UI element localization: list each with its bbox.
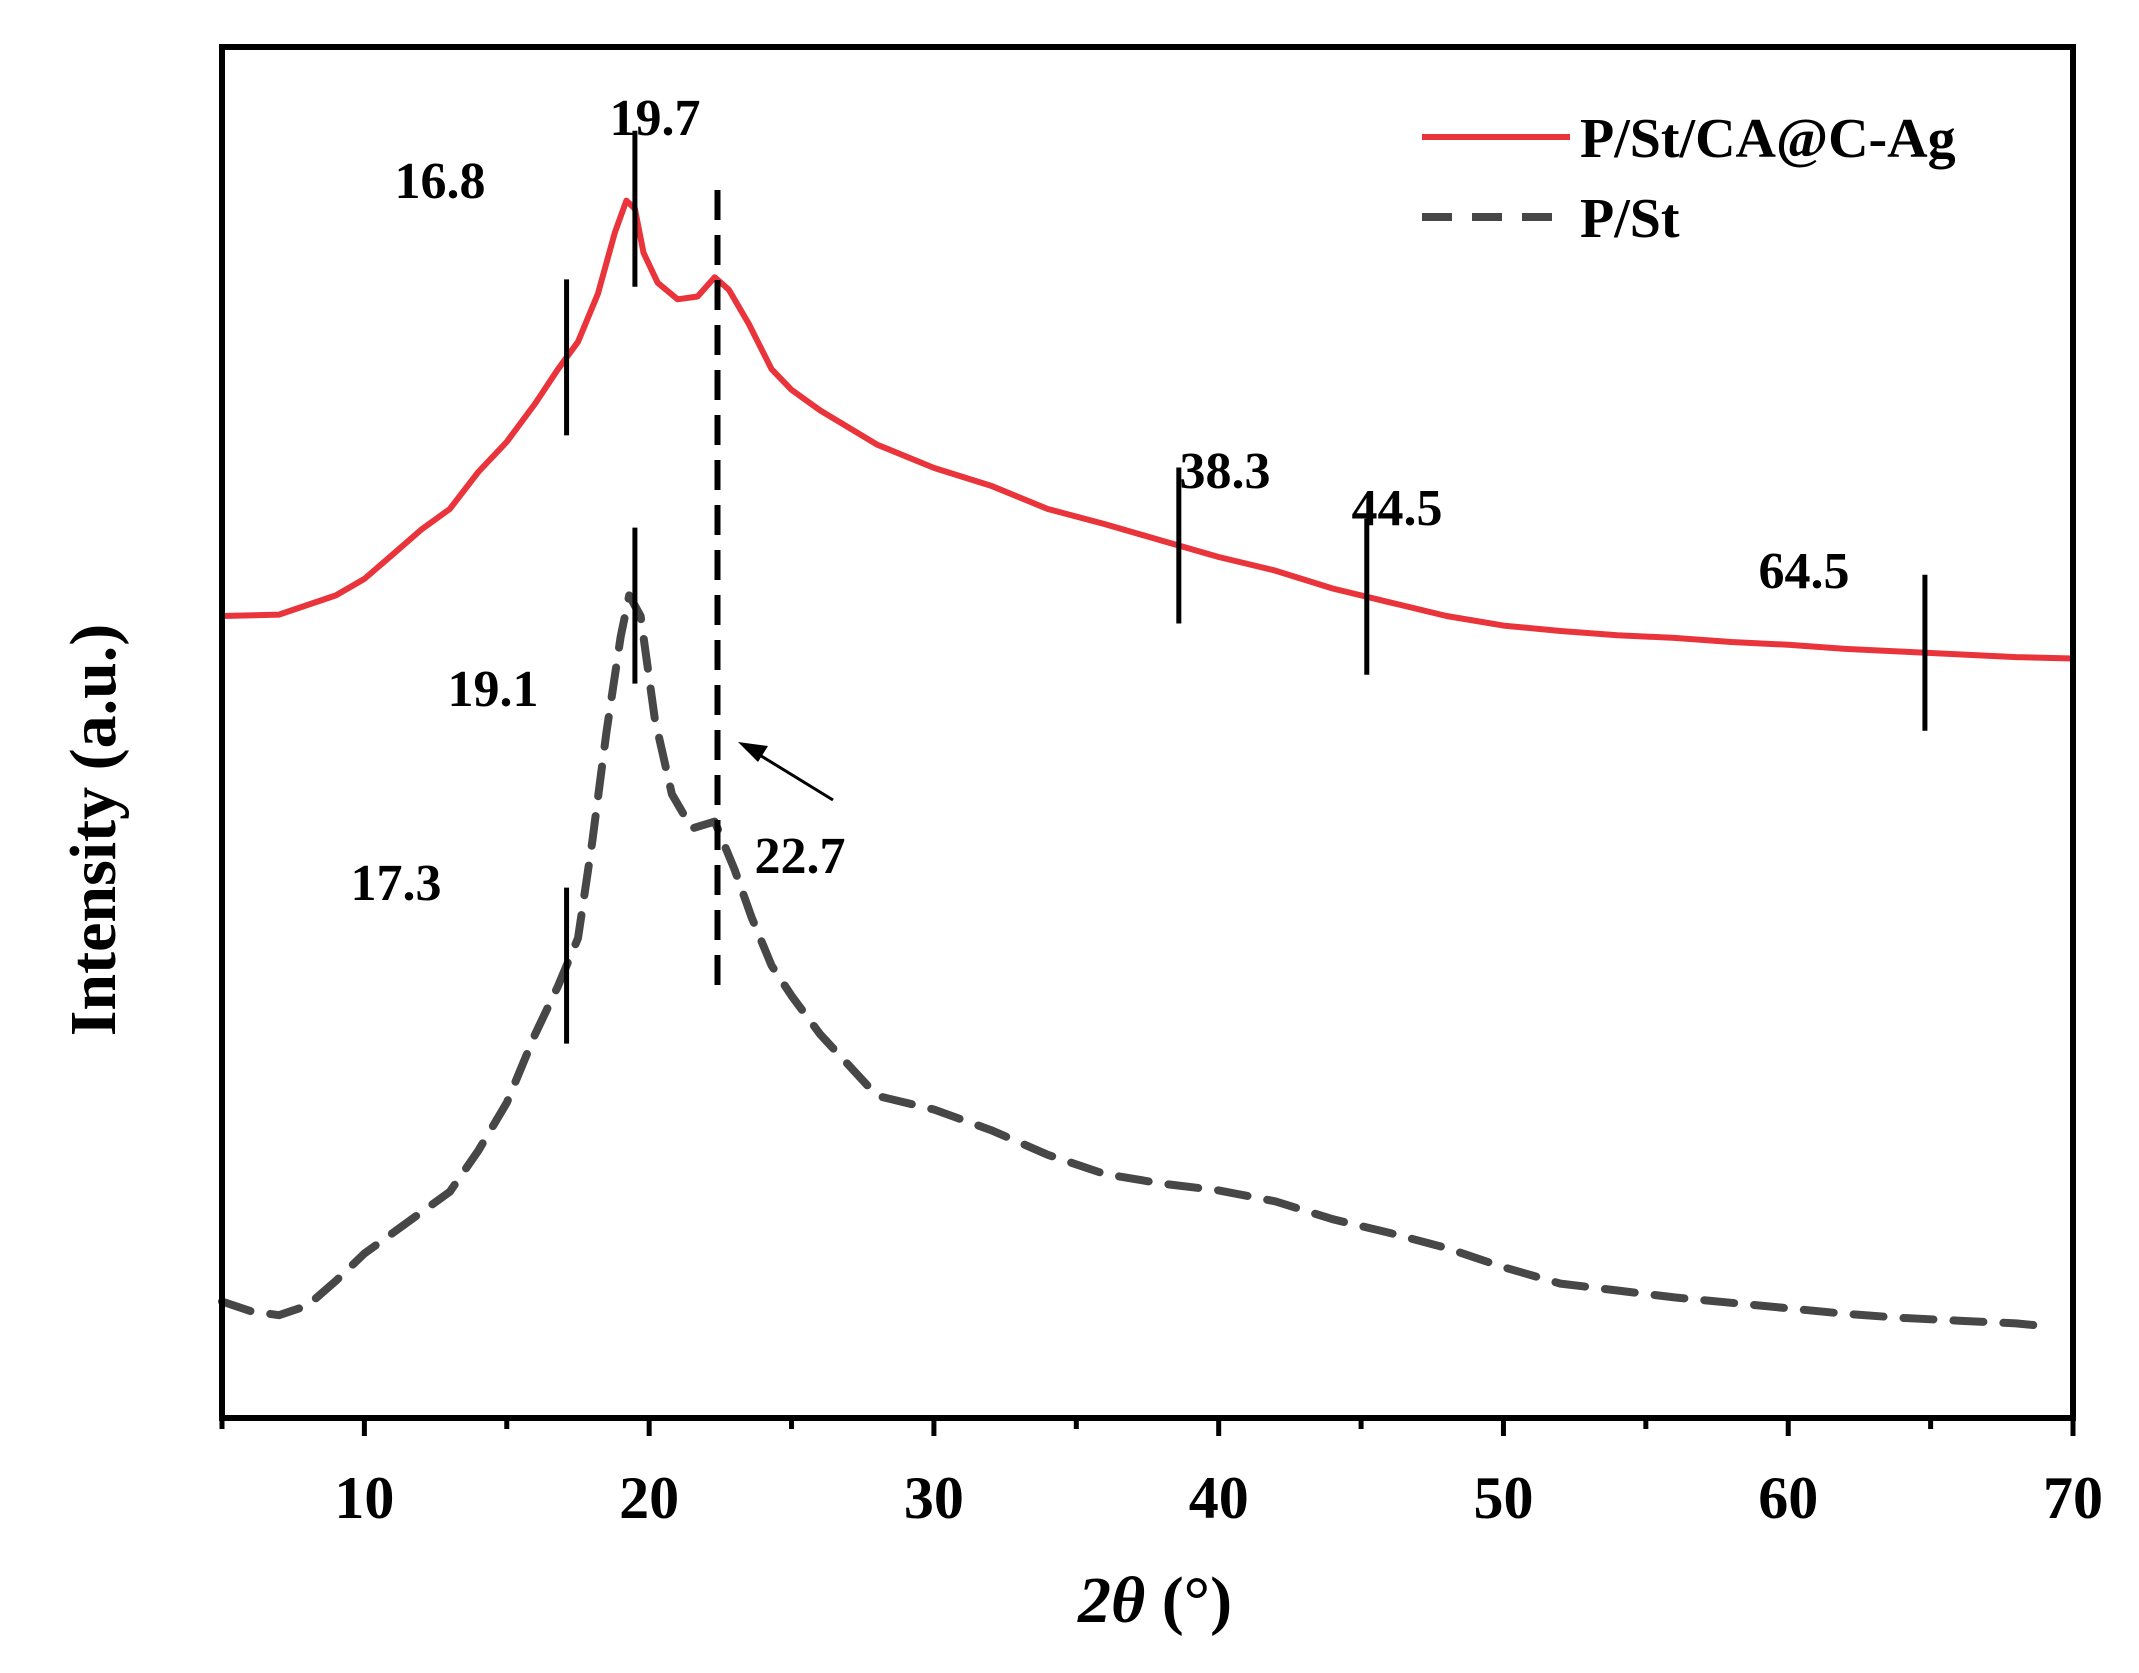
series-line-2 bbox=[218, 591, 2049, 1331]
x-axis-title-unit: (°) bbox=[1145, 1564, 1232, 1637]
series-line-1 bbox=[219, 197, 2076, 662]
peak-label-8: 22.7 bbox=[755, 828, 846, 885]
x-tick-label: 70 bbox=[2043, 1465, 2103, 1531]
y-axis-title: Intensity (a.u.) bbox=[57, 624, 130, 1037]
peak-label-2: 16.8 bbox=[395, 153, 486, 210]
x-axis-title-prefix: 2 bbox=[1077, 1564, 1111, 1637]
legend-label-2: P/St bbox=[1580, 188, 1680, 250]
legend: P/St/CA@C-Ag P/St bbox=[1422, 108, 1956, 250]
marker-arrow-head bbox=[738, 742, 768, 762]
legend-label-1: P/St/CA@C-Ag bbox=[1580, 108, 1956, 170]
x-tick-label: 20 bbox=[619, 1465, 679, 1531]
peak-label-3: 38.3 bbox=[1180, 443, 1271, 500]
x-tick-label: 30 bbox=[904, 1465, 964, 1531]
x-axis-title: 2θ (°) bbox=[1077, 1564, 1232, 1637]
peak-label-5: 64.5 bbox=[1759, 543, 1850, 600]
peak-label-4: 44.5 bbox=[1352, 480, 1443, 537]
x-tick-label: 60 bbox=[1758, 1465, 1818, 1531]
plot-frame bbox=[219, 44, 2076, 1421]
peak-label-1: 19.7 bbox=[610, 90, 701, 147]
x-tick-label: 50 bbox=[1473, 1465, 1533, 1531]
peak-label-7: 17.3 bbox=[351, 855, 442, 912]
x-tick-label: 10 bbox=[334, 1465, 394, 1531]
peak-label-6: 19.1 bbox=[448, 661, 539, 718]
x-axis-title-symbol: θ bbox=[1111, 1564, 1145, 1637]
marker-arrow-shaft bbox=[757, 752, 834, 802]
x-tick-label: 40 bbox=[1189, 1465, 1249, 1531]
